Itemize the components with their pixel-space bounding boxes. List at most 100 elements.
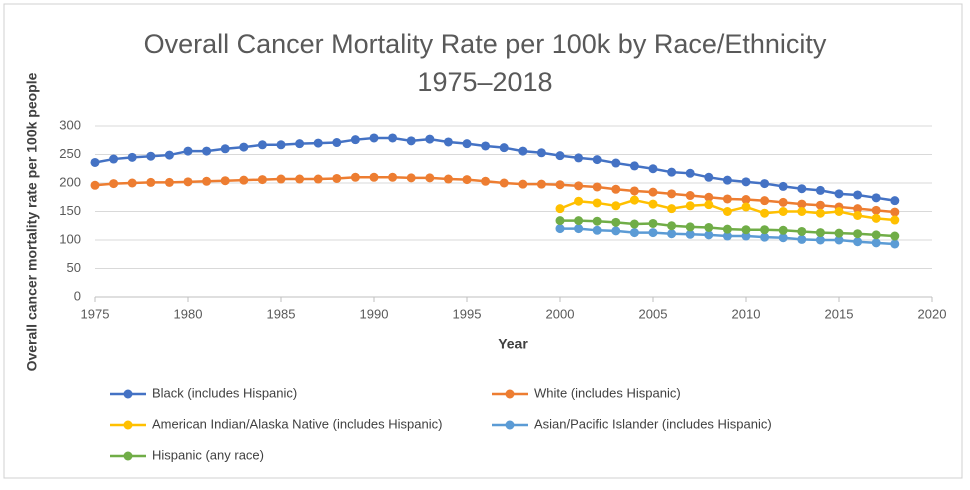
point (685, 201, 695, 211)
point (164, 150, 174, 160)
point (127, 178, 137, 188)
legend-label: Black (includes Hispanic) (152, 385, 297, 400)
point (90, 180, 100, 190)
point (853, 204, 863, 214)
point (722, 194, 732, 204)
point (834, 228, 844, 238)
point (276, 174, 286, 184)
point (741, 231, 751, 241)
point (518, 179, 528, 189)
y-tick-label: 50 (67, 260, 81, 275)
point (834, 189, 844, 199)
point (890, 231, 900, 241)
point (797, 226, 807, 236)
point (313, 138, 323, 148)
x-tick-label: 2020 (918, 306, 947, 321)
point (574, 216, 584, 226)
legend-marker (505, 420, 515, 430)
point (685, 168, 695, 178)
point (741, 225, 751, 235)
point (629, 161, 639, 171)
y-tick-label: 150 (59, 203, 81, 218)
y-axis-title: Overall cancer mortality rate per 100k p… (24, 72, 40, 371)
point (760, 196, 770, 206)
point (648, 218, 658, 228)
point (648, 199, 658, 209)
point (667, 167, 677, 177)
y-tick-label: 300 (59, 117, 81, 132)
point (815, 235, 825, 245)
point (815, 200, 825, 210)
point (797, 199, 807, 209)
x-tick-label: 1985 (267, 306, 296, 321)
x-tick-label: 1995 (453, 306, 482, 321)
point (425, 173, 435, 183)
point (853, 210, 863, 220)
legend-marker (123, 451, 133, 461)
point (295, 139, 305, 149)
point (202, 176, 212, 186)
point (778, 225, 788, 235)
point (406, 173, 416, 183)
point (109, 154, 119, 164)
point (778, 181, 788, 191)
legend-marker (123, 389, 133, 399)
point (481, 141, 491, 151)
point (555, 180, 565, 190)
point (760, 225, 770, 235)
point (741, 202, 751, 212)
point (685, 222, 695, 232)
point (871, 213, 881, 223)
point (574, 196, 584, 206)
legend-label: Asian/Pacific Islander (includes Hispani… (534, 416, 772, 431)
point (853, 190, 863, 200)
point (853, 237, 863, 247)
point (667, 229, 677, 239)
point (611, 226, 621, 236)
point (741, 195, 751, 205)
point (332, 138, 342, 148)
legend-label: White (includes Hispanic) (534, 385, 681, 400)
point (388, 133, 398, 143)
point (815, 228, 825, 238)
point (629, 195, 639, 205)
point (220, 144, 230, 154)
point (815, 185, 825, 195)
point (443, 137, 453, 147)
point (202, 146, 212, 156)
legend-marker (505, 389, 515, 399)
x-tick-label: 2010 (732, 306, 761, 321)
y-tick-label: 250 (59, 146, 81, 161)
point (109, 179, 119, 189)
point (257, 175, 267, 185)
point (332, 173, 342, 183)
point (536, 148, 546, 158)
x-tick-label: 2005 (639, 306, 668, 321)
point (629, 186, 639, 196)
point (760, 208, 770, 218)
point (815, 208, 825, 218)
point (797, 184, 807, 194)
chart-title: Overall Cancer Mortality Rate per 100k b… (144, 29, 827, 59)
point (760, 179, 770, 189)
point (704, 200, 714, 210)
point (127, 152, 137, 162)
point (592, 155, 602, 165)
point (425, 134, 435, 144)
point (685, 229, 695, 239)
point (648, 187, 658, 197)
x-tick-label: 1990 (360, 306, 389, 321)
x-tick-label: 1975 (81, 306, 110, 321)
point (406, 136, 416, 146)
point (592, 182, 602, 192)
point (890, 239, 900, 249)
point (555, 151, 565, 161)
point (797, 234, 807, 244)
point (704, 230, 714, 240)
point (890, 207, 900, 217)
point (257, 140, 267, 150)
point (778, 207, 788, 216)
point (834, 207, 844, 216)
point (555, 216, 565, 226)
